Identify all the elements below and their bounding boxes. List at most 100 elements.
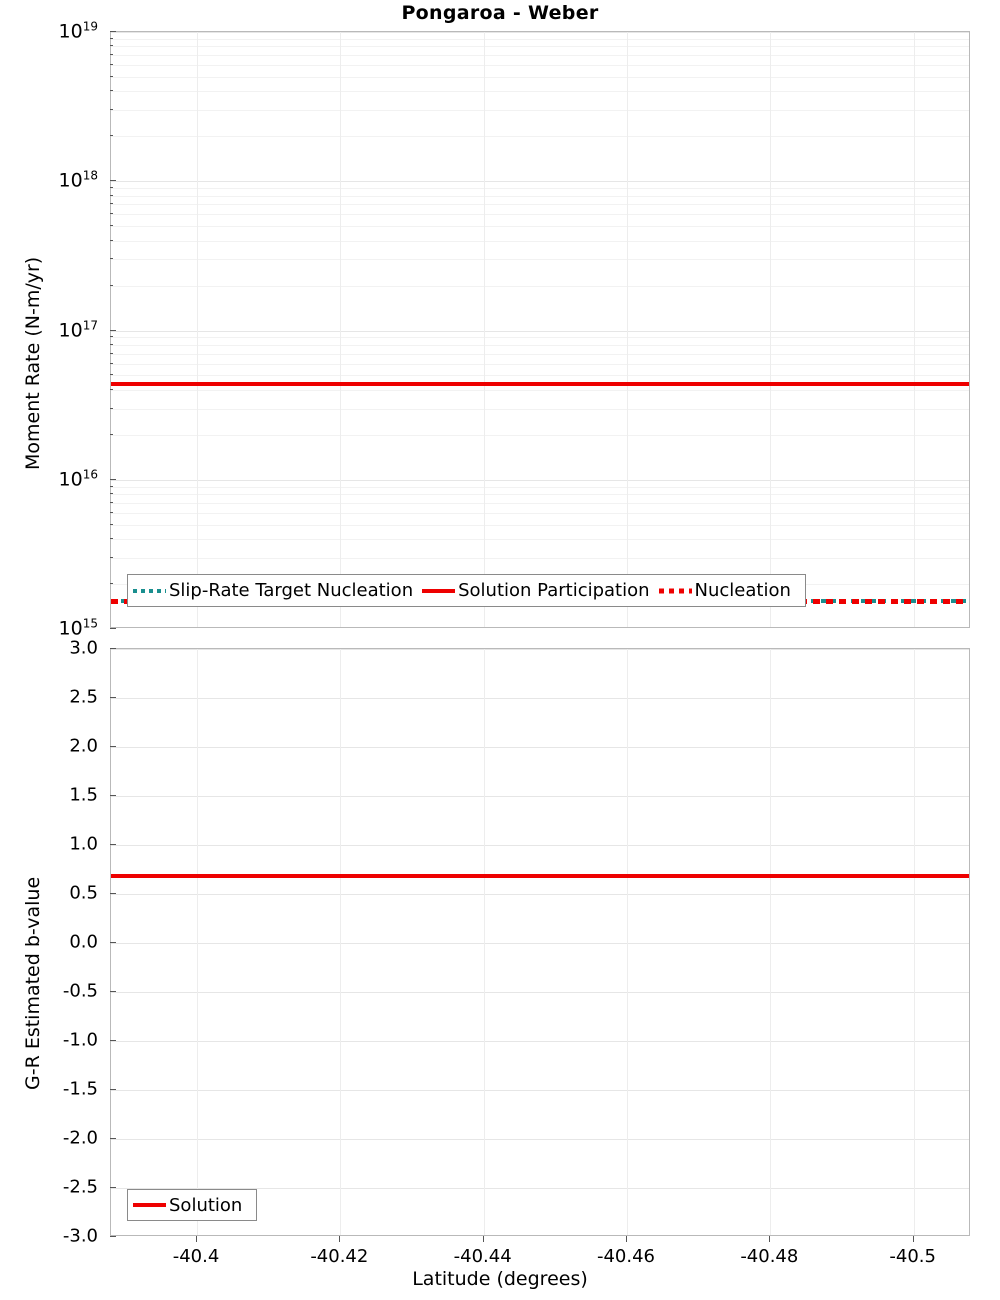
moment-rate-plot-area [110,31,970,628]
y-tick-mark [110,187,113,189]
y-tick-mark [110,225,113,227]
x-tick-label: -40.46 [596,1246,656,1267]
y-tick-mark [110,523,113,525]
page-title: Pongaroa - Weber [401,2,599,24]
vertical-gridline [483,32,485,627]
y-tick-mark [110,485,113,487]
gridline-minor [111,214,969,216]
y-tick-label-bottom: 1.0 [69,833,98,855]
legend-top[interactable]: Slip-Rate Target Nucleation Solution Part… [127,574,806,607]
y-tick-label-bottom: 1.5 [69,784,98,806]
legend-line-swatch-icon [133,584,166,598]
legend-entry[interactable]: Solution [133,1195,251,1216]
gridline-major [111,698,969,699]
y-tick-mark [110,1236,116,1237]
vertical-gridline [913,32,915,627]
y-tick-mark [110,538,113,540]
legend-line-swatch-icon [133,1198,166,1212]
gridline-major [111,747,969,748]
gridline-minor [111,136,969,138]
gridline-minor [111,55,969,57]
x-tick-label: -40.4 [172,1246,220,1267]
vertical-gridline [197,32,198,627]
y-tick-mark [110,628,116,629]
x-tick-mark [196,1236,197,1242]
legend-entry[interactable]: Nucleation [658,580,800,601]
gridline-major [111,1188,969,1189]
gridline-minor [111,557,969,559]
x-tick-label: -40.42 [310,1246,369,1267]
gridline-minor [111,76,969,78]
y-axis-title-top: Moment Rate (N-m/yr) [22,256,44,470]
y-tick-label-top: 1015 [58,616,98,640]
y-tick-mark [110,583,113,585]
vertical-gridline [483,649,485,1235]
y-tick-mark [110,478,116,480]
series-line-solution [111,874,969,879]
gridline-minor [111,226,969,228]
gridline-major [111,894,969,895]
y-tick-mark [110,194,113,196]
y-tick-mark [110,336,113,338]
y-tick-label-bottom: 2.0 [69,735,98,757]
legend-line-swatch-icon [422,584,456,598]
y-tick-mark [110,329,116,331]
y-tick-mark [110,388,113,390]
gridline-minor [111,539,969,541]
gridline-minor [111,353,969,355]
vertical-gridline [340,32,342,627]
y-tick-mark [110,493,113,495]
y-tick-mark [110,433,113,435]
x-tick-label: -40.5 [889,1246,936,1267]
b-value-plot-area [110,648,970,1236]
y-tick-label-bottom: 0.0 [69,931,98,953]
gridline-minor [111,337,969,339]
vertical-gridline [627,649,628,1235]
vertical-gridline [770,32,772,627]
gridline-major [111,32,969,33]
y-tick-mark [110,180,116,182]
y-tick-mark [110,1089,116,1090]
gridline-minor [111,486,969,488]
y-tick-mark [110,239,113,241]
gridline-major [111,1041,969,1042]
gridline-minor [111,65,969,67]
legend-label: Nucleation [694,580,791,601]
y-tick-mark [110,746,116,747]
y-tick-label-top: 1019 [58,19,98,43]
y-tick-mark [110,511,113,513]
gridline-major [111,943,969,944]
gridline-minor [111,512,969,514]
y-tick-label-bottom: 0.5 [69,882,98,904]
gridline-minor [111,502,969,504]
y-tick-mark [110,844,116,845]
y-tick-mark [110,109,113,111]
legend-entry[interactable]: Solution Participation [422,580,658,601]
gridline-major [111,181,969,183]
x-tick-mark [626,1236,627,1242]
x-tick-mark [339,1236,341,1242]
gridline-minor [111,344,969,346]
legend-label: Slip-Rate Target Nucleation [169,580,414,601]
y-tick-mark [110,374,113,376]
y-tick-mark [110,75,113,77]
y-tick-mark [110,31,116,32]
x-tick-mark [482,1236,484,1242]
gridline-minor [111,285,969,287]
y-tick-mark [110,90,113,92]
y-tick-label-top: 1016 [58,467,98,491]
gridline-minor [111,259,969,261]
legend-entry[interactable]: Slip-Rate Target Nucleation [133,580,422,601]
vertical-gridline [627,32,628,627]
y-tick-mark [110,37,113,39]
y-tick-mark [110,648,116,649]
y-tick-label-bottom: -1.0 [62,1029,98,1051]
gridline-minor [111,524,969,526]
y-tick-mark [110,893,116,894]
gridline-minor [111,46,969,48]
y-tick-mark [110,1040,116,1041]
legend-bottom[interactable]: Solution [127,1189,258,1221]
x-tick-mark [912,1236,914,1242]
x-tick-mark [769,1236,771,1242]
